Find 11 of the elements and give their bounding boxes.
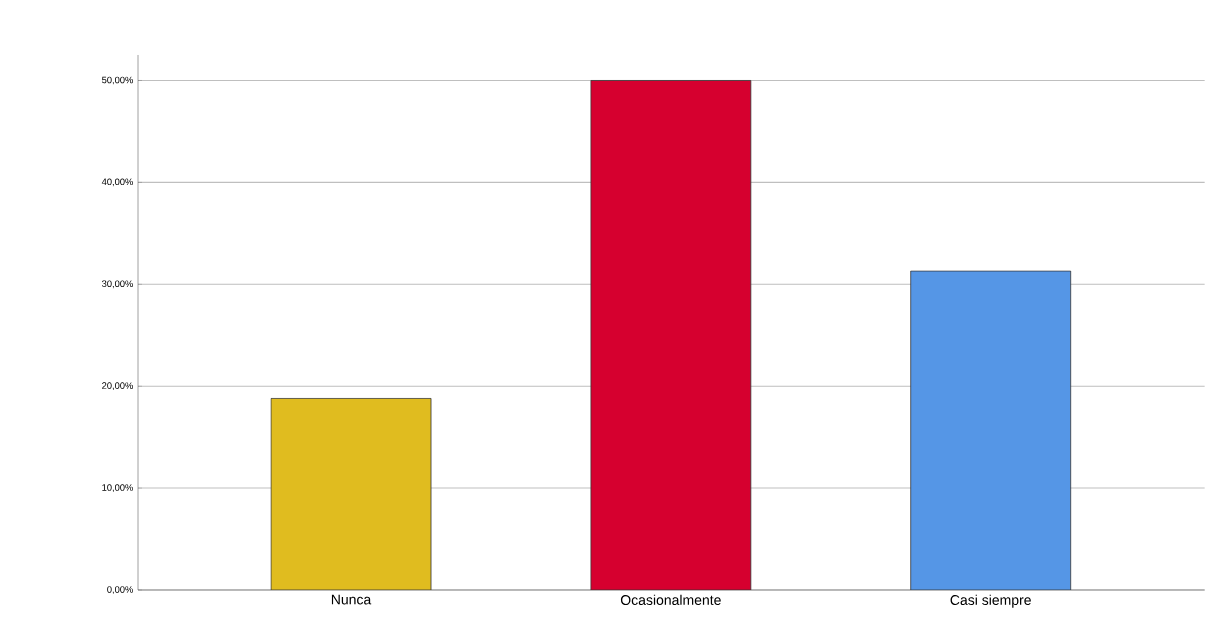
bar [910, 270, 1072, 590]
y-tick-label: 20,00% [102, 382, 133, 391]
x-tick-label: Ocasionalmente [620, 594, 721, 605]
y-tick-label: 50,00% [102, 76, 133, 85]
y-tick-label: 0,00% [107, 586, 133, 594]
y-tick-label: 30,00% [102, 280, 133, 289]
x-tick-label: Casi siempre [950, 594, 1031, 608]
y-tick-label: 10,00% [102, 484, 133, 492]
bar [270, 398, 432, 590]
x-tick-label: Nunca [331, 594, 372, 605]
y-tick-label: 40,00% [101, 178, 133, 187]
